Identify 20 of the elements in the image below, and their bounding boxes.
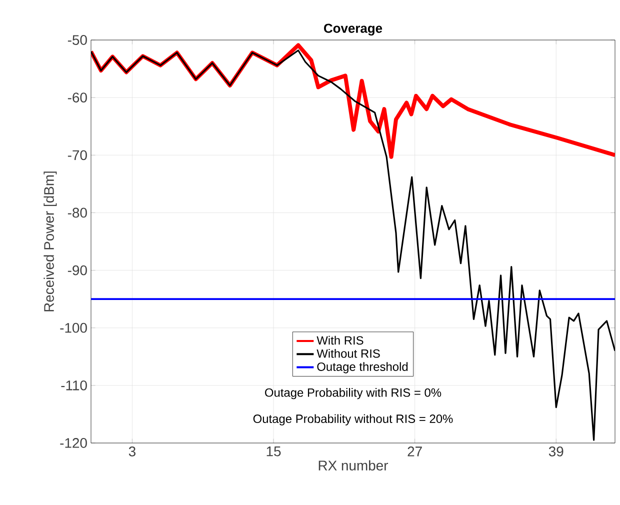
y-tick-label: -70 <box>68 150 87 160</box>
annotation: Outage Probability without RIS = 20% <box>253 414 453 426</box>
y-tick-label: -50 <box>68 35 87 45</box>
legend-label: Without RIS <box>316 349 380 358</box>
y-axis-title: Received Power [dBm] <box>44 172 57 312</box>
y-tick-label: -100 <box>60 322 87 333</box>
x-tick-label: 39 <box>548 446 564 456</box>
legend-label: With RIS <box>316 336 364 345</box>
x-tick-label: 15 <box>266 446 281 456</box>
annotation: Outage Probability with RIS = 0% <box>265 388 442 400</box>
x-tick-label: 27 <box>408 446 422 456</box>
y-tick-label: -120 <box>60 438 87 448</box>
y-tick-label: -110 <box>61 380 87 390</box>
x-axis-title: RX number <box>318 460 388 470</box>
y-tick-label: -80 <box>68 208 87 218</box>
x-tick-label: 3 <box>128 446 136 456</box>
chart-title: Coverage <box>324 24 382 36</box>
y-tick-label: -90 <box>68 265 87 276</box>
legend-label: Outage threshold <box>317 362 408 374</box>
y-tick-label: -60 <box>68 92 87 103</box>
